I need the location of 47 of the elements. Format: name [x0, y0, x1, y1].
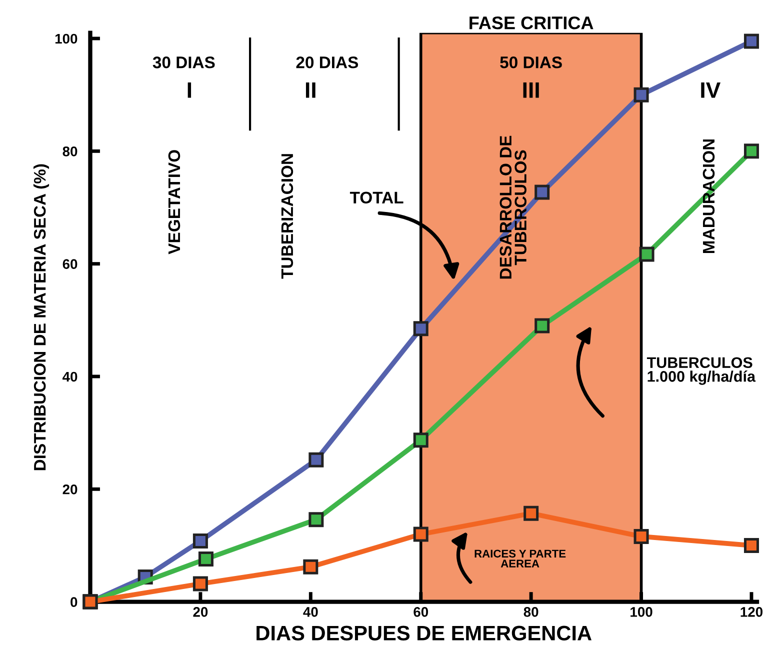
- annotation: 30 DIAS: [152, 56, 215, 68]
- point: [303, 559, 318, 574]
- annotation: I: [188, 82, 192, 98]
- y-tick-label: 40: [62, 372, 78, 382]
- annotation: TOTAL: [350, 192, 404, 204]
- annotation: DESARROLLO DE TUBERCULOS: [500, 136, 526, 279]
- annotation: IV: [701, 82, 720, 98]
- point: [308, 512, 324, 528]
- annotation: 50 DIAS: [500, 56, 562, 68]
- annotation: III: [523, 82, 539, 98]
- point: [744, 538, 759, 553]
- y-tick-label: 60: [62, 259, 78, 269]
- point: [639, 246, 654, 262]
- x-tick-label: 120: [740, 607, 762, 617]
- x-tick-label: 100: [630, 607, 652, 617]
- y-axis-title: DISTRIBUCION DE MATERIA SECA (%): [33, 164, 50, 470]
- band-label: FASE CRITICA: [470, 16, 594, 30]
- point: [192, 576, 208, 592]
- point: [534, 318, 550, 334]
- point: [198, 552, 214, 566]
- point: [634, 528, 649, 544]
- y-tick-label: 20: [62, 484, 78, 494]
- annotation: 20 DIAS: [296, 56, 358, 68]
- point: [744, 144, 759, 159]
- point: [524, 506, 539, 521]
- annotation: TUBERCULOS 1.000 kg/ha/día: [646, 357, 756, 385]
- annotation: TUBERIZACION: [281, 154, 294, 279]
- point: [744, 34, 759, 49]
- annotation: VEGETATIVO: [168, 150, 180, 254]
- annotation: II: [306, 82, 316, 98]
- point: [534, 184, 550, 200]
- x-tick-label: 80: [524, 607, 538, 617]
- y-tick-label: 80: [62, 146, 78, 156]
- y-tick-label: 100: [55, 34, 78, 44]
- point: [308, 452, 324, 468]
- point: [413, 432, 428, 448]
- x-tick-label: 20: [193, 607, 208, 617]
- point: [413, 321, 428, 336]
- y-tick-label: 0: [70, 597, 78, 607]
- x-axis-title: DIAS DESPUES DE EMERGENCIA: [256, 626, 592, 640]
- annotation: MADURACION: [702, 139, 715, 253]
- point: [634, 87, 649, 102]
- point: [192, 533, 208, 548]
- point: [413, 526, 428, 542]
- x-tick-label: 60: [414, 607, 428, 617]
- x-tick-label: 40: [303, 607, 318, 617]
- annotation: RAICES Y PARTE AEREA: [474, 550, 566, 568]
